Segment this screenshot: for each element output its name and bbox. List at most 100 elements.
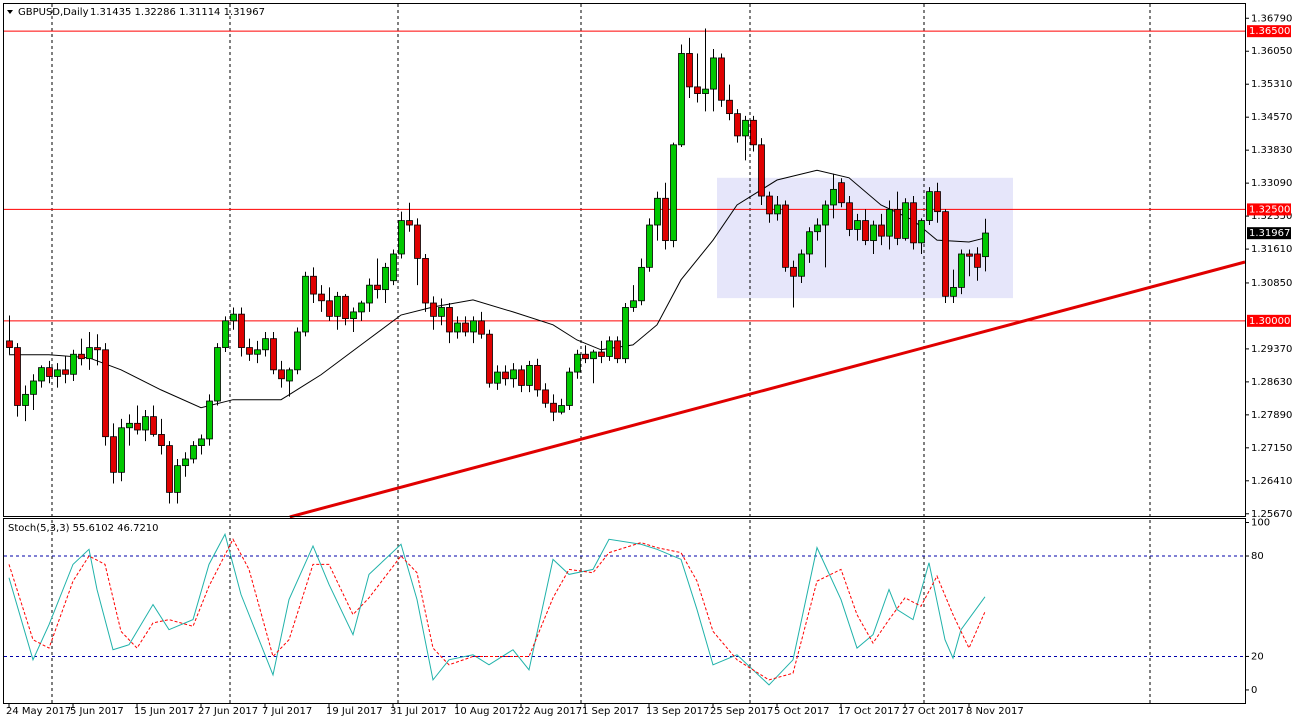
candle-body bbox=[254, 349, 261, 355]
candle-body bbox=[750, 119, 757, 146]
candle-body bbox=[630, 300, 637, 308]
candle-body bbox=[638, 266, 645, 302]
candle-body bbox=[654, 197, 661, 226]
candle-body bbox=[382, 266, 389, 291]
stoch-line bbox=[8, 532, 986, 686]
candle-body bbox=[94, 347, 101, 351]
candle-body bbox=[614, 340, 621, 360]
candle-body bbox=[806, 231, 813, 255]
candle-body bbox=[126, 422, 133, 429]
candle-body bbox=[62, 369, 69, 375]
y-tick-label: 1.28630 bbox=[1251, 377, 1292, 388]
candle-body bbox=[414, 224, 421, 259]
hline-label: 1.30000 bbox=[1249, 316, 1290, 327]
trendline bbox=[289, 260, 1246, 519]
candle-body bbox=[982, 232, 989, 258]
candle-body bbox=[942, 211, 949, 297]
x-tick-label: 19 Jul 2017 bbox=[326, 706, 383, 717]
candle-body bbox=[766, 195, 773, 215]
candle-body bbox=[838, 182, 845, 204]
candle-body bbox=[470, 320, 477, 333]
candle-body bbox=[118, 427, 125, 473]
x-tick-label: 5 Oct 2017 bbox=[774, 706, 829, 717]
candle-body bbox=[294, 331, 301, 371]
candle-body bbox=[166, 445, 173, 493]
candle-body bbox=[326, 300, 333, 317]
candle-body bbox=[38, 367, 45, 382]
candle-body bbox=[110, 436, 117, 473]
candle-body bbox=[398, 220, 405, 255]
stochastic-panel: 0 20 80 100 bbox=[4, 518, 1270, 696]
candle-body bbox=[542, 389, 549, 404]
y-tick-label: 1.36050 bbox=[1251, 46, 1292, 57]
x-tick-label: 22 Aug 2017 bbox=[518, 706, 582, 717]
candle-body bbox=[742, 119, 749, 137]
x-tick-label: 31 Jul 2017 bbox=[390, 706, 447, 717]
candle-body bbox=[958, 253, 965, 288]
candle-body bbox=[366, 284, 373, 304]
y-tick-label: 1.30850 bbox=[1251, 278, 1292, 289]
candle-body bbox=[6, 340, 13, 348]
menu-arrow[interactable] bbox=[7, 10, 13, 14]
x-tick-label: 8 Nov 2017 bbox=[966, 706, 1024, 717]
candle-body bbox=[878, 224, 885, 237]
candle-body bbox=[342, 295, 349, 319]
candle-body bbox=[726, 99, 733, 115]
candle-body bbox=[758, 144, 765, 197]
candle-body bbox=[358, 302, 365, 313]
candle-body bbox=[262, 338, 269, 351]
candle-body bbox=[486, 333, 493, 384]
candle-body bbox=[246, 347, 253, 355]
candle-body bbox=[318, 293, 325, 302]
y-tick-label: 1.36790 bbox=[1251, 13, 1292, 24]
candle-body bbox=[302, 275, 309, 333]
candle-body bbox=[694, 86, 701, 94]
ohlc-text: 1.31435 1.32286 1.31114 1.31967 bbox=[90, 7, 265, 18]
candle-body bbox=[286, 369, 293, 382]
candle-body bbox=[182, 458, 189, 467]
candle-body bbox=[582, 353, 589, 360]
candle-body bbox=[230, 313, 237, 322]
candle-body bbox=[22, 393, 29, 406]
y-tick-label: 1.31610 bbox=[1251, 244, 1292, 255]
candle-body bbox=[518, 369, 525, 386]
candle-body bbox=[774, 204, 781, 215]
symbol-title: GBPUSD,Daily bbox=[18, 7, 89, 18]
candle-body bbox=[102, 349, 109, 438]
candle-body bbox=[206, 400, 213, 440]
candle-body bbox=[526, 364, 533, 386]
candle-body bbox=[14, 347, 21, 406]
candle-body bbox=[198, 438, 205, 446]
y-tick-label: 1.27890 bbox=[1251, 410, 1292, 421]
candle-body bbox=[190, 445, 197, 460]
candle-body bbox=[454, 322, 461, 333]
candle-body bbox=[886, 209, 893, 237]
x-tick-label: 15 Jun 2017 bbox=[134, 706, 194, 717]
candle-body bbox=[462, 322, 469, 333]
candle-body bbox=[782, 204, 789, 268]
candle-body bbox=[214, 347, 221, 402]
candle-body bbox=[550, 402, 557, 413]
y-tick-label: 1.33090 bbox=[1251, 178, 1292, 189]
candle-body bbox=[510, 369, 517, 380]
candle-body bbox=[798, 253, 805, 277]
stoch-frame bbox=[3, 518, 1246, 704]
y-tick-label: 0 bbox=[1251, 685, 1257, 696]
candle-body bbox=[590, 351, 597, 360]
candle-body bbox=[502, 371, 509, 380]
candle-body bbox=[846, 202, 853, 230]
y-tick-label: 100 bbox=[1251, 518, 1270, 529]
candle-body bbox=[574, 353, 581, 373]
hline-label: 1.36500 bbox=[1249, 26, 1290, 37]
candle-body bbox=[334, 295, 341, 317]
x-tick-label: 10 Aug 2017 bbox=[454, 706, 518, 717]
candle-body bbox=[870, 224, 877, 242]
candle-body bbox=[934, 191, 941, 213]
candle-body bbox=[310, 275, 317, 295]
x-tick-label: 17 Oct 2017 bbox=[838, 706, 900, 717]
last-price-label: 1.31967 bbox=[1249, 228, 1290, 239]
candle-body bbox=[142, 416, 149, 431]
y-tick-label: 1.33830 bbox=[1251, 145, 1292, 156]
